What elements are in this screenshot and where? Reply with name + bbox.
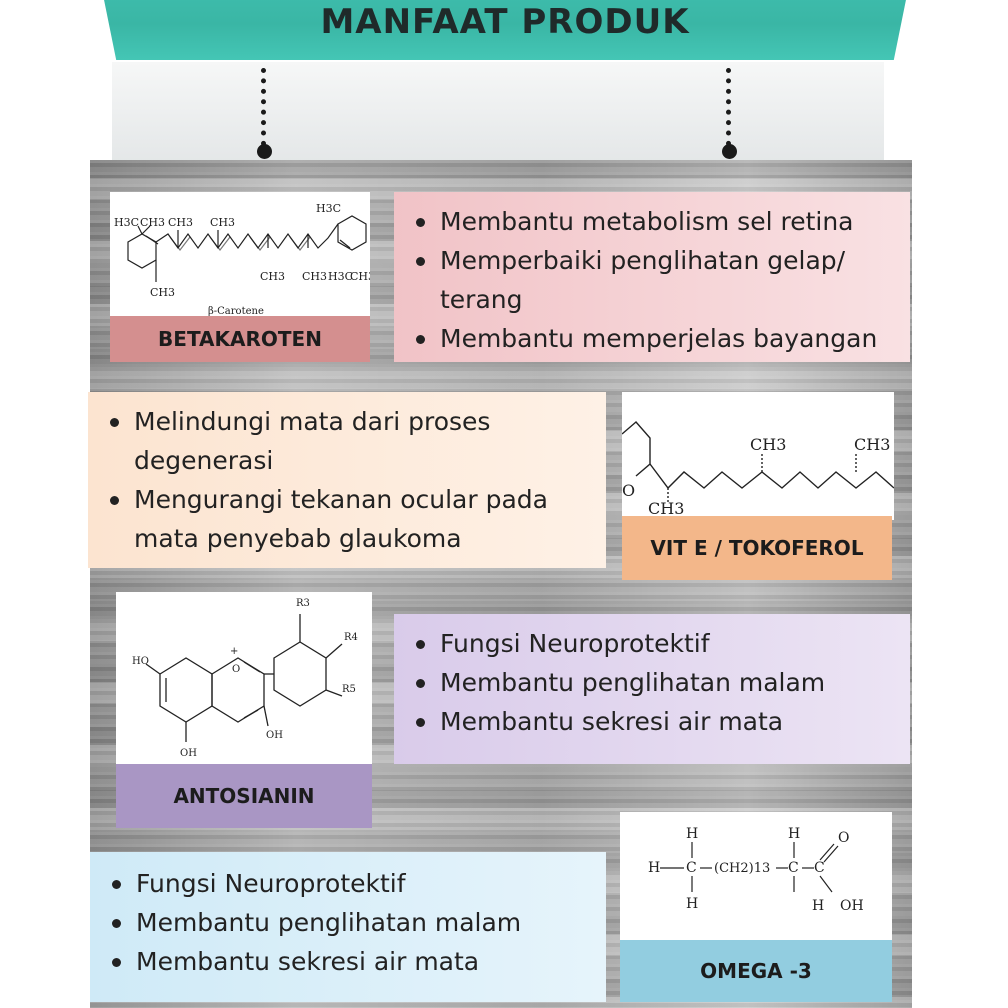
- list-item: Fungsi Neuroprotektif: [90, 864, 606, 903]
- betacarotene-methyl-label: CH3: [260, 270, 285, 283]
- antosianin-benefits-panel: Fungsi Neuroprotektif Membantu penglihat…: [394, 614, 910, 764]
- list-item-continuation: degenerasi: [134, 446, 274, 475]
- betacarotene-methyl-label: H3C: [114, 216, 139, 229]
- vit-e-benefits-panel: Melindungi mata dari proses degenerasi M…: [88, 392, 606, 568]
- connector-left-end: [257, 144, 272, 159]
- betakaroten-benefits-panel: Membantu metabolism sel retina Memperbai…: [394, 192, 910, 362]
- anthocyanin-label: OH: [266, 730, 283, 741]
- betacarotene-methyl-label: CH3: [302, 270, 327, 283]
- connector-right: [726, 68, 731, 146]
- list-item: Melindungi mata dari proses: [88, 402, 606, 441]
- omega-atom: H: [686, 826, 698, 842]
- tocopherol-label: O: [622, 481, 635, 500]
- list-item: Membantu metabolism sel retina: [394, 202, 910, 241]
- anthocyanin-label: R4: [344, 632, 358, 643]
- betakaroten-label: BETAKAROTEN: [110, 316, 370, 362]
- list-item: Membantu penglihatan malam: [394, 663, 910, 702]
- list-item: Membantu sekresi air mata: [394, 702, 910, 741]
- antosianin-label: ANTOSIANIN: [116, 764, 372, 828]
- list-item: Membantu sekresi air mata: [90, 942, 606, 981]
- page-title: MANFAAT PRODUK: [320, 2, 690, 42]
- header-band: [112, 62, 884, 162]
- anthocyanin-label: HO: [132, 656, 149, 667]
- header-banner: MANFAAT PRODUK: [100, 0, 910, 60]
- betacarotene-structure-image: H3C CH3 CH3 CH3 CH3 CH3 CH3 H3C CH3 H3C …: [110, 192, 370, 318]
- omega-3-structure-image: H H H H H O OH C (CH2)13 C C: [620, 812, 892, 940]
- omega-atom: OH: [840, 898, 864, 914]
- betacarotene-methyl-label: CH3: [350, 270, 370, 283]
- omega-atom: C: [686, 860, 697, 876]
- anthocyanin-label: O: [232, 664, 240, 675]
- tocopherol-label: CH3: [648, 499, 684, 518]
- anthocyanin-label: R5: [342, 684, 356, 695]
- list-item: Memperbaiki penglihatan gelap/: [394, 241, 910, 280]
- omega-atom: C: [814, 860, 825, 876]
- connector-left: [261, 68, 266, 146]
- connector-right-end: [722, 144, 737, 159]
- anthocyanin-label: R3: [296, 598, 310, 609]
- omega-atom: O: [838, 830, 849, 846]
- omega-3-label: OMEGA -3: [620, 940, 892, 1002]
- tocopherol-label: CH3: [854, 435, 890, 454]
- list-item-continuation: mata penyebab glaukoma: [134, 524, 462, 553]
- list-item: Membantu penglihatan malam: [90, 903, 606, 942]
- vit-e-label: VIT E / TOKOFEROL: [622, 516, 892, 580]
- list-item: Membantu memperjelas bayangan: [394, 319, 910, 358]
- betacarotene-methyl-label: CH3: [140, 216, 165, 229]
- anthocyanin-structure-image: R3 R4 R5 HO OH OH + O: [116, 592, 372, 764]
- tocopherol-label: CH3: [750, 435, 786, 454]
- list-item: Fungsi Neuroprotektif: [394, 624, 910, 663]
- omega-3-benefits-panel: Fungsi Neuroprotektif Membantu penglihat…: [90, 852, 606, 1002]
- betacarotene-caption: β-Carotene: [208, 306, 264, 317]
- anthocyanin-label: +: [230, 646, 238, 657]
- omega-atom: H: [648, 860, 660, 876]
- omega-atom: H: [788, 826, 800, 842]
- omega-atom: H: [686, 896, 698, 912]
- list-item: Mengurangi tekanan ocular pada: [88, 480, 606, 519]
- betacarotene-methyl-label: CH3: [150, 286, 175, 299]
- omega-atom: C: [788, 860, 799, 876]
- anthocyanin-label: OH: [180, 748, 197, 759]
- omega-atom: H: [812, 898, 824, 914]
- betacarotene-methyl-label: CH3: [168, 216, 193, 229]
- list-item-continuation: terang: [440, 285, 523, 314]
- tocopherol-structure-image: CH3 CH3 CH3 O: [622, 392, 894, 520]
- betacarotene-methyl-label: H3C: [328, 270, 353, 283]
- omega-chain: (CH2)13: [714, 861, 770, 876]
- betacarotene-methyl-label: H3C: [316, 202, 341, 215]
- betacarotene-methyl-label: CH3: [210, 216, 235, 229]
